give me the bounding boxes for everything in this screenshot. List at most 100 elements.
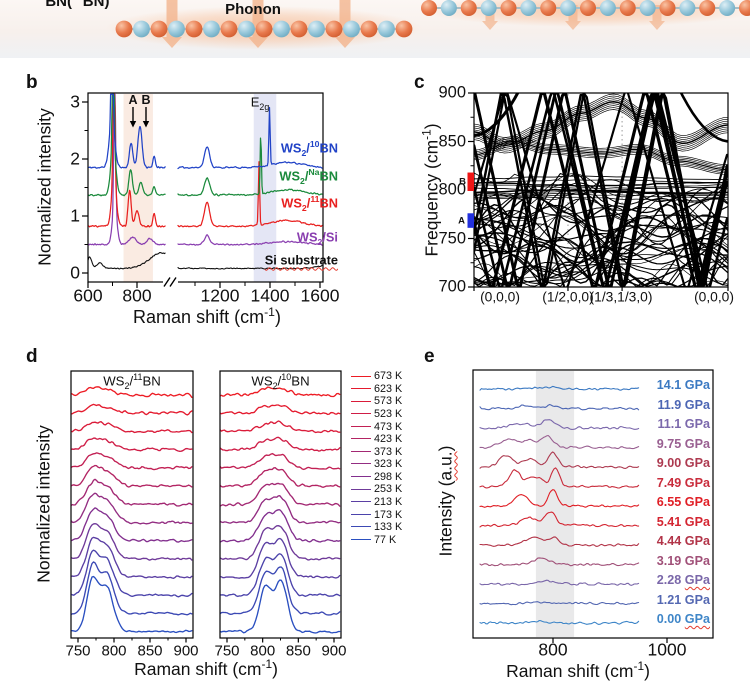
c-y-tick-label: 900: [438, 83, 466, 102]
b-x-tick-label: 800: [122, 285, 152, 306]
d-x-tick-label: 850: [285, 642, 311, 660]
nitrogen-atom: [520, 0, 537, 16]
e-pressure-label-2p28: 2.28 GPa: [656, 573, 710, 587]
e-pressure-label-9p00: 9.00 GPa: [656, 456, 710, 470]
panel-b-xlabel: Raman shift (cm-1): [133, 305, 281, 327]
d-x-tick-label: 800: [250, 642, 276, 660]
b-y-tick-label: 1: [70, 205, 80, 226]
d-legend-label: 673 K: [374, 370, 403, 383]
nitrogen-atom: [203, 20, 220, 38]
boron-atom: [185, 20, 203, 38]
boron-atom: [395, 20, 413, 38]
panel-e-letter: e: [424, 346, 435, 367]
nitrogen-atom: [560, 0, 577, 16]
e-pressure-label-1p21: 1.21 GPa: [656, 592, 710, 607]
d-legend-label: 323 K: [374, 458, 403, 471]
boron-atom: [580, 0, 596, 16]
panel-d-xlabel: Raman shift (cm-1): [134, 657, 278, 679]
nitrogen-atom: [168, 20, 185, 38]
d-legend-line: [351, 513, 371, 515]
boron-atom: [739, 0, 750, 16]
d-legend-line: [351, 413, 371, 415]
e-pressure-label-4p44: 4.44 GPa: [656, 534, 710, 548]
b-series-label-ws2si: WS2/Si: [296, 229, 338, 248]
b-x-tick-label: 1400: [250, 285, 290, 306]
d-legend-label: 213 K: [374, 496, 403, 508]
nitrogen-atom: [440, 0, 457, 16]
c-marker-b: [467, 172, 474, 191]
panel-b-ylabel: Normalized intensity: [34, 108, 55, 266]
panel-a-isotope-label: 10BN(11BN): [34, 0, 110, 10]
b-annotation-b: B: [141, 93, 151, 107]
d-x-tick-label: 900: [321, 642, 347, 660]
c-y-tick-label: 850: [438, 132, 466, 150]
nitrogen-atom: [378, 20, 395, 38]
d-legend-label: 373 K: [374, 445, 403, 458]
boron-atom: [115, 20, 133, 38]
d-legend-label: 623 K: [374, 382, 403, 395]
e-pressure-label-6p55: 6.55 GPa: [656, 495, 710, 509]
b-y-tick-label: 0: [70, 262, 80, 283]
e-x-tick-label: 1000: [647, 639, 687, 660]
e-pressure-label-11p9: 11.9 GPa: [657, 397, 710, 412]
d-legend-label: 173 K: [374, 508, 403, 521]
b-x-tick-label: 1200: [200, 285, 240, 306]
d-subplot-title-0: WS2/11BN: [103, 372, 161, 392]
c-marker-a: [467, 213, 474, 228]
boron-atom: [540, 0, 557, 16]
d-legend-line: [351, 438, 371, 440]
nitrogen-atom: [133, 20, 150, 38]
d-legend-line: [351, 488, 371, 490]
e-x-tick-label: 800: [538, 639, 568, 660]
d-x-tick-label: 900: [173, 642, 199, 660]
b-series-label-ws211bn: WS2/11BN: [281, 194, 338, 214]
panel-a-phonon-label: Phonon: [225, 1, 281, 18]
d-subplot-title-1: WS2/10BN: [251, 372, 310, 392]
d-legend-label: 423 K: [374, 433, 403, 446]
b-x-tick-label: 1600: [300, 285, 340, 306]
c-k-label: (0,0,0): [480, 289, 520, 305]
d-legend-label: 523 K: [374, 408, 403, 420]
c-k-label: (1/3,1/3,0): [589, 289, 653, 305]
d-legend-label: 77 K: [374, 533, 397, 546]
nitrogen-atom: [343, 20, 360, 38]
b-y-tick-label: 3: [70, 91, 80, 112]
boron-atom: [659, 0, 676, 16]
boron-atom: [421, 0, 437, 16]
d-x-tick-label: 750: [65, 642, 91, 660]
c-marker-a-label: A: [458, 215, 465, 227]
panel-d-letter: d: [26, 346, 38, 367]
d-legend-line: [351, 400, 371, 402]
b-x-tick-label: 600: [73, 285, 103, 306]
nitrogen-atom: [639, 0, 656, 16]
nitrogen-atom: [480, 0, 497, 16]
c-k-label: (0,0,0): [694, 289, 734, 305]
boron-atom: [290, 20, 308, 38]
nitrogen-atom: [308, 20, 325, 38]
e-pressure-label-5p41: 5.41 GPa: [656, 514, 710, 529]
b-series-label-sisubstrate: Si substrate: [264, 252, 338, 268]
boron-atom: [360, 20, 378, 38]
d-legend-label: 473 K: [374, 420, 403, 433]
d-legend-label: 298 K: [374, 470, 403, 483]
e-pressure-label-14p1: 14.1 GPa: [656, 378, 710, 392]
d-legend-line: [351, 388, 371, 390]
panel-d-ylabel: Normalized intensity: [33, 425, 54, 583]
boron-atom: [325, 20, 343, 38]
panel-e-ylabel: Intensity (a.u.): [435, 445, 456, 557]
d-legend-line: [351, 501, 371, 503]
d-legend-label: 133 K: [374, 521, 403, 534]
panel-c-letter: c: [414, 72, 425, 93]
c-marker-b-label: B: [459, 176, 466, 188]
e-pressure-label-3p19: 3.19 GPa: [656, 553, 710, 568]
nitrogen-atom: [238, 20, 255, 38]
e-pressure-label-9p75: 9.75 GPa: [656, 436, 710, 451]
boron-atom: [255, 20, 273, 38]
e-pressure-label-11p1: 11.1 GPa: [657, 417, 710, 431]
nitrogen-atom: [719, 0, 736, 16]
nitrogen-atom: [679, 0, 696, 16]
d-legend-line: [351, 526, 371, 528]
boron-atom: [460, 0, 477, 16]
